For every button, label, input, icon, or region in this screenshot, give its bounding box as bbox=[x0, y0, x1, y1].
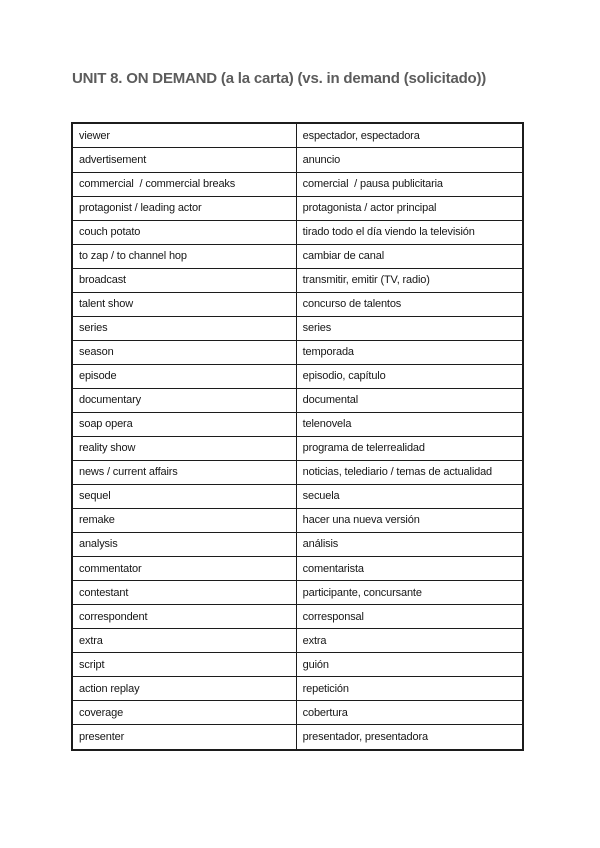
spanish_translation-cell: series bbox=[295, 315, 524, 341]
table-row: commercial / commercial breaks comercial … bbox=[71, 171, 524, 197]
table-row: action replay repetición bbox=[71, 676, 524, 702]
english_term-cell: action replay bbox=[71, 676, 297, 702]
spanish_translation-cell: espectador, espectadora bbox=[295, 122, 524, 149]
table-row: coverage cobertura bbox=[71, 700, 524, 726]
table-row: advertisement anuncio bbox=[71, 147, 524, 173]
english_term-cell: contestant bbox=[71, 580, 297, 606]
english_term-cell: couch potato bbox=[71, 219, 297, 245]
english_term-cell: extra bbox=[71, 628, 297, 654]
table-row: sequel secuela bbox=[71, 483, 524, 509]
english_term-cell: coverage bbox=[71, 700, 297, 726]
english_term-cell: remake bbox=[71, 507, 297, 533]
english_term-cell: script bbox=[71, 652, 297, 678]
table-row: broadcast transmitir, emitir (TV, radio) bbox=[71, 267, 524, 293]
english_term-cell: protagonist / leading actor bbox=[71, 195, 297, 221]
english_term-cell: sequel bbox=[71, 483, 297, 509]
table-row: talent show concurso de talentos bbox=[71, 291, 524, 317]
spanish_translation-cell: cambiar de canal bbox=[295, 243, 524, 269]
english_term-cell: advertisement bbox=[71, 147, 297, 173]
spanish_translation-cell: telenovela bbox=[295, 411, 524, 437]
english_term-cell: to zap / to channel hop bbox=[71, 243, 297, 269]
table-row: reality show programa de telerrealidad bbox=[71, 435, 524, 461]
page-title: UNIT 8. ON DEMAND (a la carta) (vs. in d… bbox=[72, 70, 487, 87]
spanish_translation-cell: tirado todo el día viendo la televisión bbox=[295, 219, 524, 245]
english_term-cell: reality show bbox=[71, 435, 297, 461]
table-row: viewer espectador, espectadora bbox=[71, 122, 524, 149]
table-row: presenter presentador, presentadora bbox=[71, 724, 524, 751]
spanish_translation-cell: hacer una nueva versión bbox=[295, 507, 524, 533]
spanish_translation-cell: transmitir, emitir (TV, radio) bbox=[295, 267, 524, 293]
table-row: contestant participante, concursante bbox=[71, 580, 524, 606]
english_term-cell: commercial / commercial breaks bbox=[71, 171, 297, 197]
english_term-cell: news / current affairs bbox=[71, 459, 297, 485]
spanish_translation-cell: presentador, presentadora bbox=[295, 724, 524, 751]
english_term-cell: soap opera bbox=[71, 411, 297, 437]
vocabulary-table: viewer espectador, espectadora advertiseme… bbox=[71, 122, 524, 751]
table-row: extra extra bbox=[71, 628, 524, 654]
table-row: season temporada bbox=[71, 339, 524, 365]
spanish_translation-cell: noticias, telediario / temas de actualid… bbox=[295, 459, 524, 485]
english_term-cell: series bbox=[71, 315, 297, 341]
spanish_translation-cell: anuncio bbox=[295, 147, 524, 173]
english_term-cell: season bbox=[71, 339, 297, 365]
english_term-cell: documentary bbox=[71, 387, 297, 413]
spanish_translation-cell: análisis bbox=[295, 531, 524, 558]
english_term-cell: broadcast bbox=[71, 267, 297, 293]
table-row: series series bbox=[71, 315, 524, 341]
table-row: analysis análisis bbox=[71, 531, 524, 558]
spanish_translation-cell: extra bbox=[295, 628, 524, 654]
table-row: correspondent corresponsal bbox=[71, 604, 524, 630]
table-row: protagonist / leading actor protagonista … bbox=[71, 195, 524, 221]
table-row: soap opera telenovela bbox=[71, 411, 524, 437]
english_term-cell: talent show bbox=[71, 291, 297, 317]
table-row: news / current affairs noticias, telediar… bbox=[71, 459, 524, 485]
table-row: couch potato tirado todo el día viendo la… bbox=[71, 219, 524, 245]
table-row: commentator comentarista bbox=[71, 555, 524, 582]
english_term-cell: presenter bbox=[71, 724, 297, 751]
spanish_translation-cell: episodio, capítulo bbox=[295, 363, 524, 389]
spanish_translation-cell: participante, concursante bbox=[295, 580, 524, 606]
table-row: remake hacer una nueva versión bbox=[71, 507, 524, 533]
spanish_translation-cell: documental bbox=[295, 387, 524, 413]
english_term-cell: episode bbox=[71, 363, 297, 389]
table-row: script guión bbox=[71, 652, 524, 678]
spanish_translation-cell: cobertura bbox=[295, 700, 524, 726]
spanish_translation-cell: concurso de talentos bbox=[295, 291, 524, 317]
spanish_translation-cell: repetición bbox=[295, 676, 524, 702]
spanish_translation-cell: comentarista bbox=[295, 555, 524, 582]
spanish_translation-cell: programa de telerrealidad bbox=[295, 435, 524, 461]
table-row: documentary documental bbox=[71, 387, 524, 413]
spanish_translation-cell: temporada bbox=[295, 339, 524, 365]
english_term-cell: viewer bbox=[71, 122, 297, 149]
spanish_translation-cell: protagonista / actor principal bbox=[295, 195, 524, 221]
spanish_translation-cell: secuela bbox=[295, 483, 524, 509]
table-row: episode episodio, capítulo bbox=[71, 363, 524, 389]
spanish_translation-cell: comercial / pausa publicitaria bbox=[295, 171, 524, 197]
table-row: to zap / to channel hop cambiar de canal bbox=[71, 243, 524, 269]
spanish_translation-cell: corresponsal bbox=[295, 604, 524, 630]
english_term-cell: correspondent bbox=[71, 604, 297, 630]
spanish_translation-cell: guión bbox=[295, 652, 524, 678]
english_term-cell: analysis bbox=[71, 531, 297, 558]
english_term-cell: commentator bbox=[71, 555, 297, 582]
